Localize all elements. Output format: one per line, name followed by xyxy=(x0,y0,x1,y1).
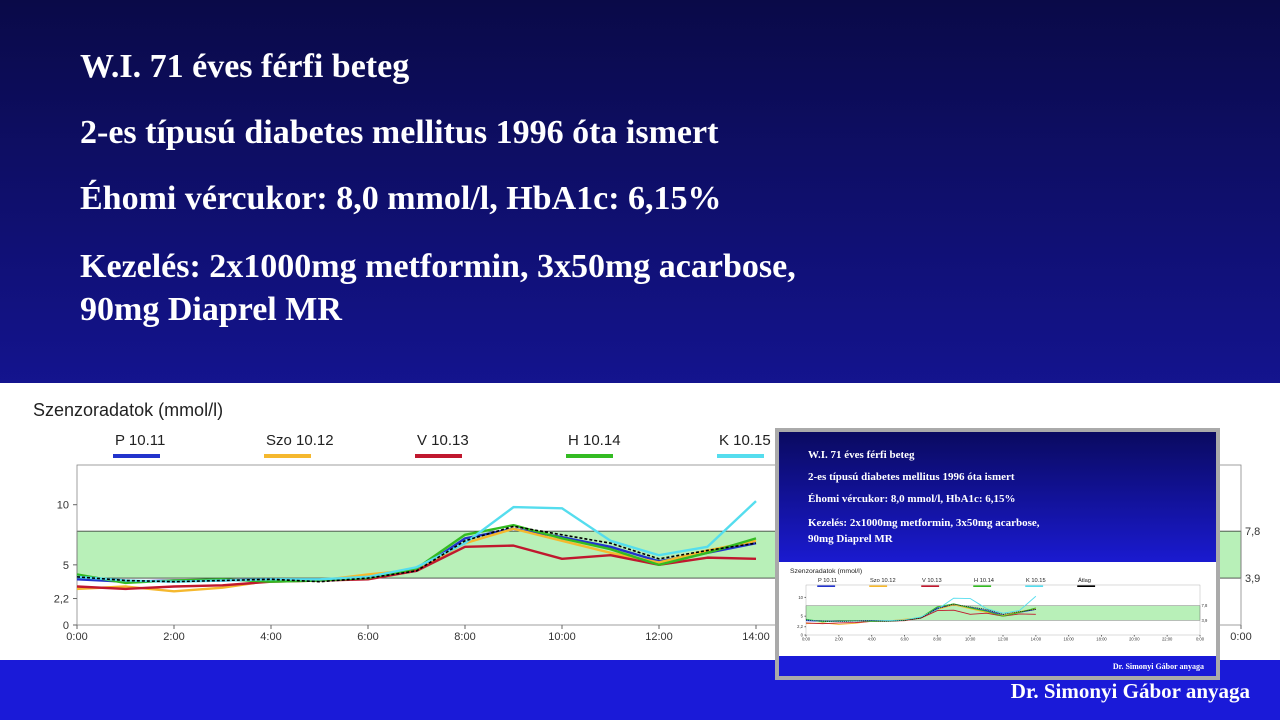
target-label: 3,9 xyxy=(1202,618,1208,623)
x-tick-label: 8:00 xyxy=(454,631,475,643)
x-tick-label: 8:00 xyxy=(933,637,942,642)
y-tick-label: 2,2 xyxy=(797,624,803,629)
slide-line: Éhomi vércukor: 8,0 mmol/l, HbA1c: 6,15% xyxy=(80,180,722,217)
inset-line: 2-es típusú diabetes mellitus 1996 óta i… xyxy=(808,471,1015,483)
inset-line: 90mg Diaprel MR xyxy=(808,533,894,545)
target-label: 7,8 xyxy=(1245,526,1260,538)
x-tick-label: 18:00 xyxy=(1096,637,1107,642)
y-tick-label: 10 xyxy=(57,500,69,512)
legend-label: V 10.13 xyxy=(417,432,469,449)
y-tick-label: 2,2 xyxy=(54,594,69,606)
target-label: 3,9 xyxy=(1245,573,1260,585)
y-tick-label: 5 xyxy=(63,560,69,572)
x-tick-label: 16:00 xyxy=(1063,637,1074,642)
x-tick-label: 2:00 xyxy=(163,631,184,643)
legend-label: Szo 10.12 xyxy=(870,578,896,584)
inset-line: Éhomi vércukor: 8,0 mmol/l, HbA1c: 6,15% xyxy=(808,493,1016,505)
target-label: 7,8 xyxy=(1202,603,1208,608)
x-tick-label: 0:00 xyxy=(1196,637,1205,642)
inset-credit: Dr. Simonyi Gábor anyaga xyxy=(1113,662,1204,671)
inset-line: Kezelés: 2x1000mg metformin, 3x50mg acar… xyxy=(808,517,1040,529)
chart-title: Szenzoradatok (mmol/l) xyxy=(790,568,862,575)
slide-line: Kezelés: 2x1000mg metformin, 3x50mg acar… xyxy=(80,248,796,285)
series-line xyxy=(76,500,757,583)
legend-label: P 10.11 xyxy=(818,578,837,584)
x-tick-label: 4:00 xyxy=(868,637,877,642)
series-line xyxy=(805,609,1036,625)
x-tick-label: 4:00 xyxy=(260,631,281,643)
x-tick-label: 12:00 xyxy=(645,631,673,643)
credit: Dr. Simonyi Gábor anyaga xyxy=(1011,679,1251,703)
x-tick-label: 6:00 xyxy=(357,631,378,643)
legend-label: K 10.15 xyxy=(1026,578,1046,584)
inset-line: W.I. 71 éves férfi beteg xyxy=(808,449,915,461)
y-tick-label: 10 xyxy=(798,595,803,600)
x-tick-label: 0:00 xyxy=(802,637,811,642)
x-tick-label: 10:00 xyxy=(548,631,576,643)
x-tick-label: 22:00 xyxy=(1162,637,1173,642)
slide-line: 2-es típusú diabetes mellitus 1996 óta i… xyxy=(80,114,719,151)
slide-line: 90mg Diaprel MR xyxy=(80,291,342,328)
x-tick-label: 12:00 xyxy=(998,637,1009,642)
x-tick-label: 0:00 xyxy=(66,631,87,643)
legend-label: V 10.13 xyxy=(922,578,942,584)
inset-footer xyxy=(779,656,1216,676)
x-tick-label: 14:00 xyxy=(742,631,770,643)
x-tick-label: 0:00 xyxy=(1230,631,1251,643)
legend-label: H 10.14 xyxy=(568,432,621,449)
y-tick-label: 0 xyxy=(801,633,804,638)
x-tick-label: 2:00 xyxy=(835,637,844,642)
y-tick-label: 5 xyxy=(801,614,804,619)
chart-title: Szenzoradatok (mmol/l) xyxy=(33,400,223,420)
x-tick-label: 6:00 xyxy=(900,637,909,642)
x-tick-label: 14:00 xyxy=(1031,637,1042,642)
x-tick-label: 10:00 xyxy=(965,637,976,642)
legend-label: P 10.11 xyxy=(115,432,165,449)
slide-line: W.I. 71 éves férfi beteg xyxy=(80,48,409,85)
x-tick-label: 20:00 xyxy=(1129,637,1140,642)
y-tick-label: 0 xyxy=(63,620,69,632)
series-line xyxy=(805,603,1036,622)
legend-label: Átlag xyxy=(1078,577,1091,584)
legend-label: K 10.15 xyxy=(719,432,771,449)
legend-label: Szo 10.12 xyxy=(266,432,334,449)
legend-label: H 10.14 xyxy=(974,578,994,584)
series-line xyxy=(76,525,757,583)
inset-header xyxy=(779,432,1216,562)
